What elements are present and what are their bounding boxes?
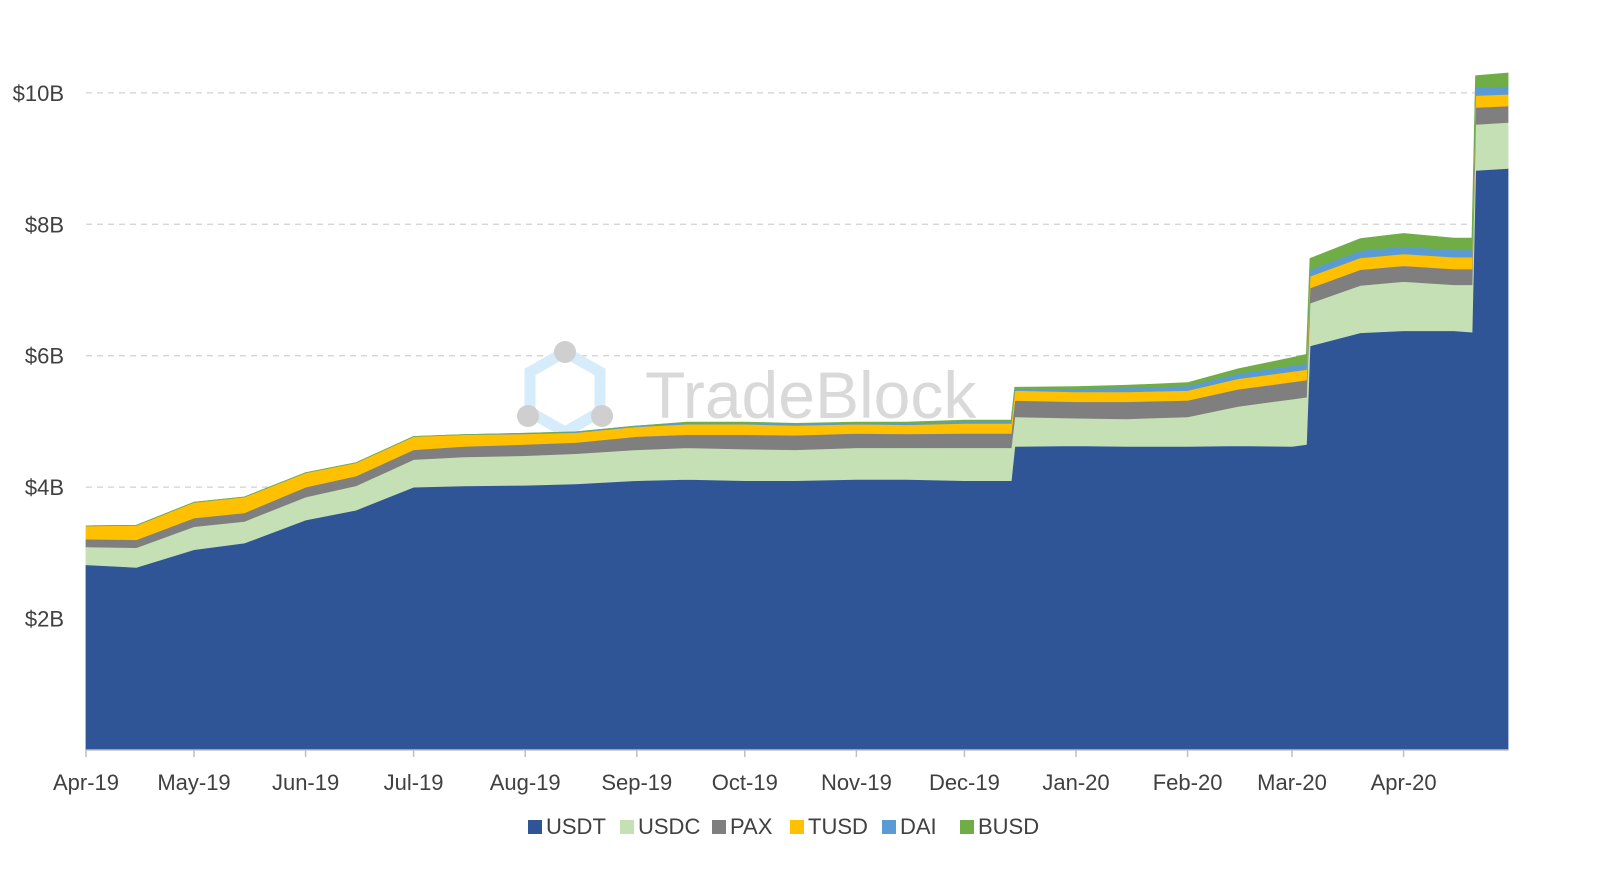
x-tick-label: Apr-19 <box>53 770 119 795</box>
legend-swatch <box>882 820 896 834</box>
x-tick-label: Nov-19 <box>821 770 892 795</box>
legend-label: TUSD <box>808 814 868 839</box>
watermark: TradeBlock <box>517 341 977 439</box>
legend-item-busd: BUSD <box>960 814 1039 839</box>
watermark-text: TradeBlock <box>645 358 977 432</box>
x-tick-label: Mar-20 <box>1257 770 1327 795</box>
x-tick-label: Sep-19 <box>601 770 672 795</box>
area-busd <box>85 72 1509 527</box>
legend-item-usdc: USDC <box>620 814 700 839</box>
legend-item-tusd: TUSD <box>790 814 868 839</box>
legend-label: BUSD <box>978 814 1039 839</box>
y-tick-label: $2B <box>25 607 64 632</box>
y-axis-ticks: $2B $4B $6B $8B $10B <box>13 81 64 632</box>
x-tick-label: Feb-20 <box>1153 770 1223 795</box>
y-tick-label: $10B <box>13 81 64 106</box>
y-tick-label: $8B <box>25 212 64 237</box>
x-tick-label: Aug-19 <box>490 770 561 795</box>
legend-item-usdt: USDT <box>528 814 606 839</box>
legend-item-dai: DAI <box>882 814 937 839</box>
legend-item-pax: PAX <box>712 814 773 839</box>
legend-label: DAI <box>900 814 937 839</box>
legend-swatch <box>790 820 804 834</box>
x-tick-label: Dec-19 <box>929 770 1000 795</box>
x-tick-label: Oct-19 <box>712 770 778 795</box>
x-tick-label: Jul-19 <box>384 770 444 795</box>
x-tick-label: Jun-19 <box>272 770 339 795</box>
tradeblock-logo-icon <box>517 341 613 439</box>
x-tick-label: May-19 <box>157 770 230 795</box>
x-axis-ticks: Apr-19 May-19 Jun-19 Jul-19 Aug-19 Sep-19 Oct-… <box>53 750 1437 795</box>
y-tick-label: $6B <box>25 344 64 369</box>
y-tick-label: $4B <box>25 475 64 500</box>
legend-label: USDC <box>638 814 700 839</box>
x-tick-label: Jan-20 <box>1042 770 1109 795</box>
legend: USDT USDC PAX TUSD DAI BUSD <box>528 814 1039 839</box>
legend-swatch <box>620 820 634 834</box>
legend-swatch <box>528 820 542 834</box>
legend-label: USDT <box>546 814 606 839</box>
legend-label: PAX <box>730 814 773 839</box>
legend-swatch <box>712 820 726 834</box>
legend-swatch <box>960 820 974 834</box>
x-tick-label: Apr-20 <box>1371 770 1437 795</box>
